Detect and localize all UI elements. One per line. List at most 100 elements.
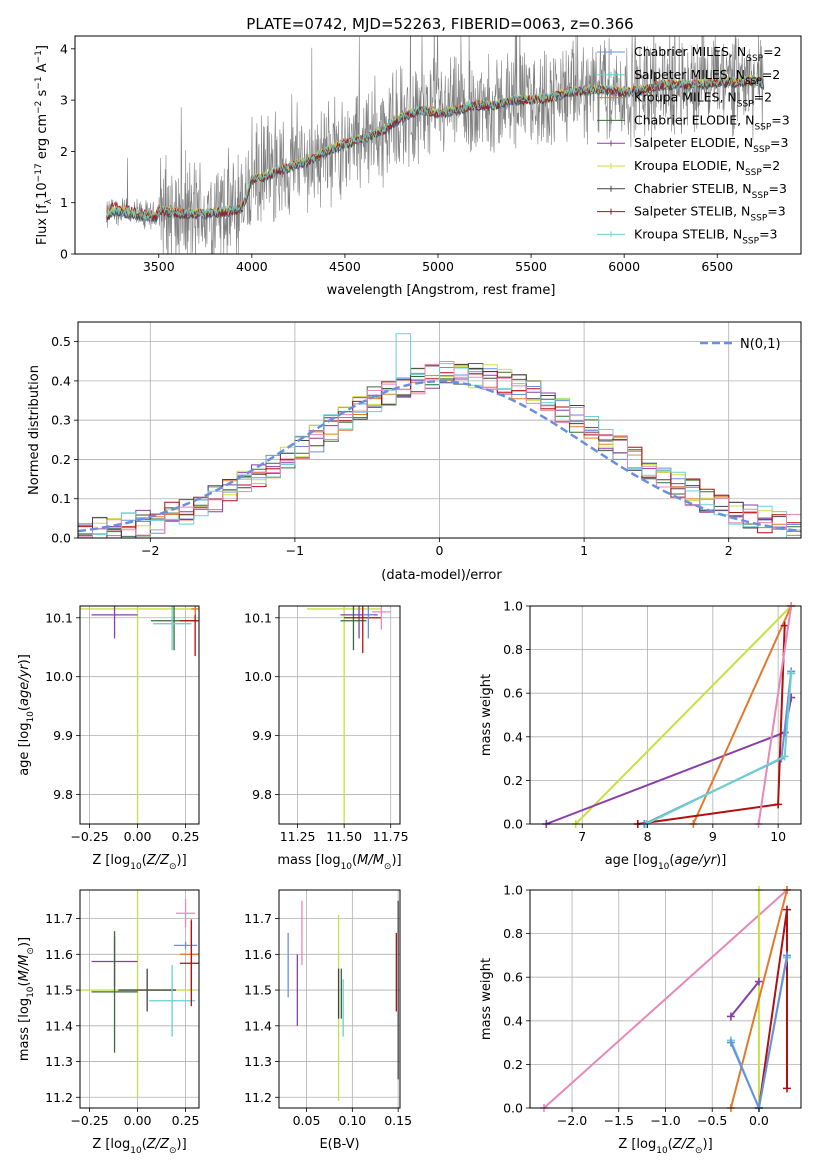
y-tick-label: 0.2: [503, 773, 523, 788]
point-marker: [774, 800, 783, 809]
y-tick-label: 0.0: [503, 1101, 523, 1116]
massweight-vs-metallicity-panel: −2.0 −1.5 −1.0 −0.5 0.0 0.0 0.2 0.4 0.6 0.8 1.0 Z […: [479, 883, 802, 1156]
x-tick-label: 0.0: [749, 1113, 769, 1128]
y-tick-label: 1.0: [503, 599, 523, 614]
legend-label: Chabrier STELIB, NSSP=3: [634, 181, 787, 201]
y-tick-label: 9.8: [252, 787, 272, 802]
y-tick-label: 11.2: [244, 1090, 272, 1105]
y-tick-label: 0.4: [503, 729, 523, 744]
legend-label: Chabrier ELODIE, NSSP=3: [634, 112, 790, 132]
axes-frame: [529, 889, 802, 1109]
y-axis-label: age [log10(age/yr)]: [17, 654, 36, 776]
x-tick-label: 7: [578, 829, 586, 844]
y-tick-label: 10.1: [244, 610, 272, 625]
mass-weight-line: [574, 605, 792, 825]
y-tick-label: 0.1: [51, 491, 71, 506]
plot-area: [80, 606, 199, 824]
plot-area: [80, 890, 199, 1098]
x-tick-label: −2.0: [557, 1113, 587, 1128]
mass-weight-line: [692, 605, 793, 825]
point-marker: [754, 977, 763, 986]
model-spectrum: [106, 73, 765, 220]
x-axis-label: E(B-V): [319, 1137, 359, 1152]
residual-histogram: [78, 361, 801, 538]
plot-area: [77, 333, 802, 539]
y-tick-label: 9.9: [252, 728, 272, 743]
y-tick-label: 11.7: [244, 911, 272, 926]
x-tick-label: −0.25: [70, 1113, 108, 1128]
legend-label: Kroupa ELODIE, NSSP=2: [634, 158, 780, 178]
point-marker: [782, 951, 791, 960]
y-tick-label: 9.8: [53, 787, 73, 802]
figure-title: PLATE=0742, MJD=52263, FIBERID=0063, z=0…: [246, 15, 633, 33]
y-tick-label: 10.0: [244, 669, 272, 684]
y-tick-label: 0.0: [503, 817, 523, 832]
x-tick-label: 11.25: [280, 829, 316, 844]
legend-label: Salpeter MILES, NSSP=2: [634, 67, 780, 87]
x-tick-label: 5000: [422, 259, 454, 274]
x-tick-label: 4000: [236, 259, 268, 274]
y-tick-label: 0.2: [51, 452, 71, 467]
x-axis-label: Z [log10(Z/Z⊙)]: [92, 853, 186, 872]
y-tick-label: 0.4: [51, 373, 71, 388]
legend-label: Chabrier MILES, NSSP=2: [634, 44, 782, 64]
x-tick-label: −0.5: [697, 1113, 727, 1128]
y-tick-label: 11.2: [45, 1090, 73, 1105]
x-tick-label: −0.25: [70, 829, 108, 844]
x-tick-label: 0.10: [338, 1113, 366, 1128]
y-tick-label: 11.5: [45, 983, 73, 998]
y-tick-label: 11.7: [45, 911, 73, 926]
y-tick-label: 0.5: [51, 334, 71, 349]
mass-weight-line: [545, 697, 793, 825]
legend-label: Kroupa STELIB, NSSP=3: [634, 226, 778, 246]
plot-area: [540, 886, 791, 1112]
residuals-panel: −2 −1 0 1 2 0.0 0.1 0.2 0.3 0.4 0.5 N(0,1) (data-mod…: [27, 321, 802, 583]
axes-frame: [79, 605, 200, 825]
mass-vs-ebv-panel: 0.05 0.10 0.15 11.2 11.3 11.4 11.5 11.6 11.7 E(B-…: [244, 889, 412, 1152]
axes-frame: [278, 889, 401, 1109]
mass-weight-line: [543, 889, 788, 1109]
y-axis-label: mass weight: [479, 674, 494, 756]
x-tick-label: 0.25: [172, 1113, 200, 1128]
x-axis-label: Z [log10(Z/Z⊙)]: [92, 1137, 186, 1156]
y-tick-label: 10.1: [45, 610, 73, 625]
age-vs-mass-panel: 11.25 11.50 11.75 9.8 9.9 10.0 10.1 mass [log10…: [244, 605, 409, 872]
point-marker: [780, 752, 789, 761]
y-tick-label: 0.3: [51, 413, 71, 428]
y-tick-label: 11.3: [244, 1054, 272, 1069]
legend-label: Kroupa MILES, NSSP=2: [634, 90, 772, 110]
y-tick-label: 0.8: [503, 926, 523, 941]
y-tick-label: 0.6: [503, 970, 523, 985]
x-tick-label: −1: [286, 543, 304, 558]
x-tick-label: 6500: [701, 259, 733, 274]
axes-frame: [529, 605, 802, 825]
y-tick-label: 1.0: [503, 883, 523, 898]
y-tick-label: 0.6: [503, 686, 523, 701]
x-tick-label: 10: [770, 829, 786, 844]
y-tick-label: 11.4: [244, 1018, 272, 1033]
point-marker: [726, 1012, 735, 1021]
y-tick-label: 0.8: [503, 642, 523, 657]
x-tick-label: 2: [725, 543, 733, 558]
y-tick-label: 11.3: [45, 1054, 73, 1069]
y-tick-label: 11.6: [244, 947, 272, 962]
residual-histogram: [78, 333, 801, 539]
spectrum-panel: 3500 4000 4500 5000 5500 6000 6500 0 1 2 3 4 Chabrie…: [34, 35, 802, 298]
axes-frame: [278, 605, 401, 825]
x-axis-label: mass [log10(M/M⊙)]: [277, 853, 401, 872]
axes-frame: [79, 889, 200, 1109]
x-tick-label: 0.05: [293, 1113, 321, 1128]
axes-frame: [74, 35, 802, 255]
y-tick-label: 3: [60, 93, 68, 108]
y-axis-label: mass weight: [479, 958, 494, 1040]
x-axis-label: wavelength [Angstrom, rest frame]: [327, 283, 556, 298]
x-tick-label: 11.50: [326, 829, 362, 844]
y-tick-label: 11.4: [45, 1018, 73, 1033]
y-tick-label: 4: [60, 41, 68, 56]
x-tick-label: 6000: [608, 259, 640, 274]
y-tick-label: 1: [60, 195, 68, 210]
mass-weight-line: [730, 980, 760, 1018]
massweight-vs-age-panel: 7 8 9 10 0.0 0.2 0.4 0.6 0.8 1.0 age [log10(age/yr…: [479, 599, 802, 872]
mass-weight-line: [757, 909, 788, 1109]
